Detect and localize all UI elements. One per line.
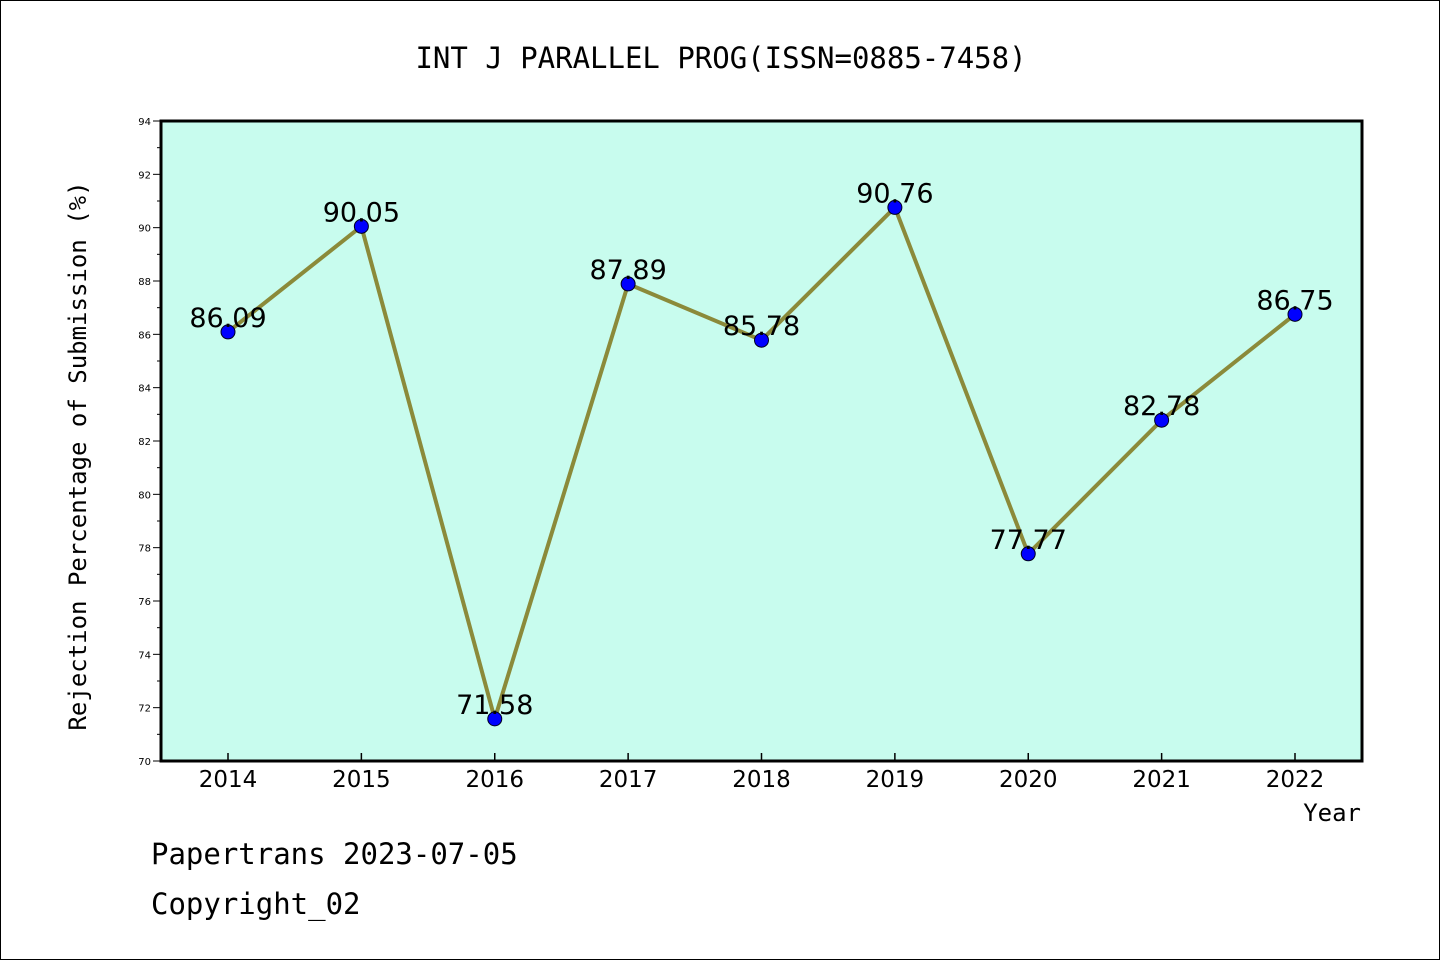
x-tick-label: 2015 <box>332 767 391 793</box>
footer-copyright: Copyright_02 <box>151 887 361 921</box>
data-label: 82.78 <box>1123 391 1200 422</box>
data-label: 86.09 <box>189 303 266 334</box>
x-axis: 2014 2015 2016 2017 2018 2019 2020 2021 2022 <box>199 753 1325 793</box>
y-tick-label: 82 <box>138 437 151 448</box>
data-point <box>887 199 903 215</box>
data-point <box>353 218 369 234</box>
data-point <box>220 324 236 340</box>
plot-border <box>159 119 1364 763</box>
x-tick-label: 2014 <box>199 767 258 793</box>
data-label: 87.89 <box>589 255 666 286</box>
data-point <box>1154 412 1170 428</box>
y-tick-label: 92 <box>138 170 151 181</box>
x-tick-label: 2022 <box>1266 767 1325 793</box>
y-axis: 70 72 74 76 78 80 82 84 86 88 90 92 94 <box>138 117 161 768</box>
y-tick-label: 80 <box>138 490 151 501</box>
data-label: 85.78 <box>723 311 800 342</box>
series-group <box>220 199 1303 727</box>
data-label: 90.76 <box>856 178 933 209</box>
y-tick-label: 74 <box>138 650 151 661</box>
data-point <box>620 276 636 292</box>
data-label: 71.58 <box>456 690 533 721</box>
data-point <box>754 332 769 348</box>
footer-date: Papertrans 2023-07-05 <box>151 837 518 871</box>
data-point <box>487 711 503 727</box>
data-label: 90.05 <box>323 197 400 228</box>
chart-title: INT J PARALLEL PROG(ISSN=0885-7458) <box>415 41 1026 75</box>
y-tick-label: 94 <box>138 117 151 128</box>
data-point <box>1287 306 1303 322</box>
x-tick-label: 2021 <box>1132 767 1191 793</box>
y-tick-label: 70 <box>138 757 151 768</box>
x-axis-label: Year <box>1303 799 1361 827</box>
y-tick-label: 76 <box>138 597 151 608</box>
x-tick-label: 2020 <box>999 767 1058 793</box>
data-point <box>1020 546 1036 562</box>
y-tick-label: 88 <box>138 277 151 288</box>
y-tick-label: 84 <box>138 384 151 395</box>
data-label: 86.75 <box>1256 285 1333 316</box>
y-tick-label: 78 <box>138 544 151 555</box>
y-axis-label: Rejection Percentage of Submission (%) <box>64 181 92 730</box>
y-tick-label: 72 <box>138 704 151 715</box>
data-labels: 86.09 90.05 71.58 87.89 85.78 90.76 77.77 82.78… <box>189 178 1333 720</box>
x-tick-label: 2019 <box>866 767 925 793</box>
x-tick-label: 2018 <box>732 767 791 793</box>
data-label: 77.77 <box>990 525 1067 556</box>
x-tick-label: 2017 <box>599 767 658 793</box>
y-tick-label: 90 <box>138 224 151 235</box>
x-tick-label: 2016 <box>465 767 524 793</box>
y-tick-label: 86 <box>138 330 151 341</box>
